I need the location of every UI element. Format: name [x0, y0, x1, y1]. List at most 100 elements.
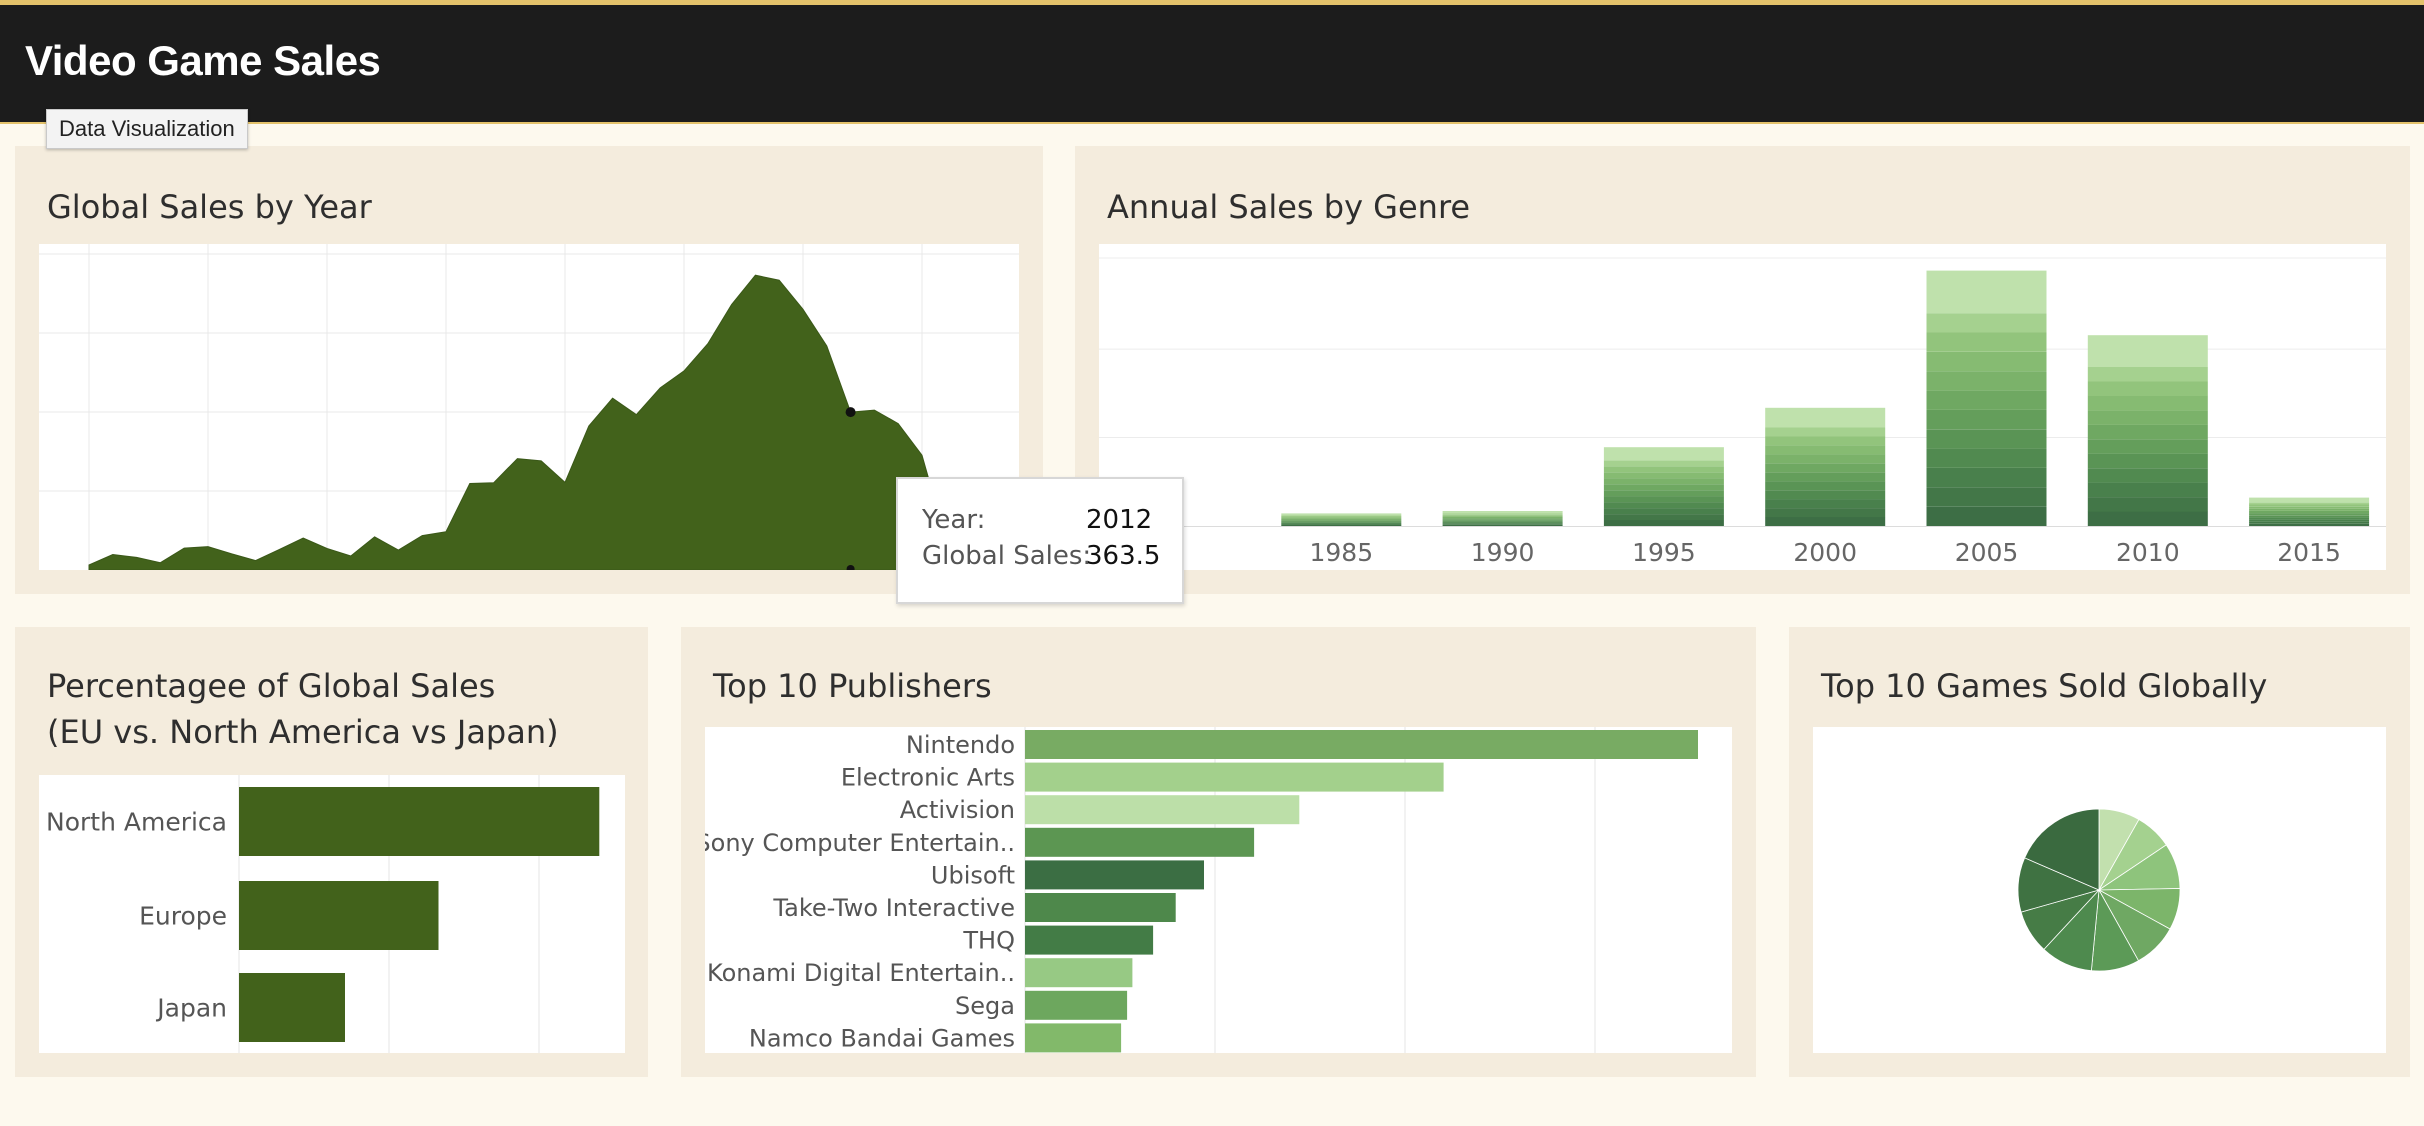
genre-bar-segment[interactable]	[1603, 460, 1724, 467]
publisher-bar[interactable]	[1025, 925, 1154, 955]
genre-bar-segment[interactable]	[1281, 518, 1402, 520]
genre-bar-segment[interactable]	[1281, 516, 1402, 518]
genre-bar-segment[interactable]	[1281, 519, 1402, 521]
genre-bar-segment[interactable]	[1926, 332, 2047, 352]
genre-bar-segment[interactable]	[1603, 466, 1724, 473]
publisher-bar[interactable]	[1025, 893, 1176, 922]
genre-bar-segment[interactable]	[1926, 448, 2047, 468]
genre-bar-segment[interactable]	[1926, 270, 2047, 314]
genre-bar-segment[interactable]	[1281, 525, 1402, 526]
genre-bar-segment[interactable]	[1926, 371, 2047, 391]
games-plot-area[interactable]	[1813, 727, 2386, 1053]
genre-bar-segment[interactable]	[1281, 524, 1402, 526]
publishers-bar-chart[interactable]: Nintendo Electronic Arts Activision Sony Co…	[695, 727, 1732, 1053]
genre-bar-segment[interactable]	[1281, 521, 1402, 523]
publisher-bar[interactable]	[1025, 827, 1255, 857]
genre-bar-segment[interactable]	[2087, 410, 2208, 425]
genre-bar-segment[interactable]	[1926, 390, 2047, 410]
genre-bar-segment[interactable]	[1603, 447, 1724, 461]
genre-bar-segment[interactable]	[2249, 506, 2370, 509]
genre-bar-segment[interactable]	[2249, 519, 2370, 522]
genre-bar-segment[interactable]	[1281, 513, 1402, 516]
genre-bar-segment[interactable]	[1603, 508, 1724, 515]
genre-bar-segment[interactable]	[2087, 497, 2208, 512]
genre-bar-segment[interactable]	[1281, 517, 1402, 519]
genre-bar-segment[interactable]	[1765, 463, 1886, 473]
year-plot-area[interactable]	[39, 244, 1019, 573]
genre-bar-segment[interactable]	[1765, 445, 1886, 455]
region-bar[interactable]	[239, 973, 345, 1042]
genre-bar-segment[interactable]	[2249, 515, 2370, 518]
genre-bar-segment[interactable]	[1442, 513, 1563, 515]
global-sales-area[interactable]	[88, 274, 947, 571]
genre-bar-segment[interactable]	[2087, 453, 2208, 469]
genre-bar-segment[interactable]	[2087, 468, 2208, 483]
genre-bar-segment[interactable]	[1603, 520, 1724, 526]
genre-bar-segment[interactable]	[2249, 511, 2370, 514]
genre-bar-segment[interactable]	[1442, 521, 1563, 523]
genre-bar-segment[interactable]	[1926, 429, 2047, 449]
genre-bar-segment[interactable]	[1926, 468, 2047, 488]
genre-bar-segment[interactable]	[1603, 514, 1724, 521]
genre-bar-segment[interactable]	[2249, 521, 2370, 524]
region-bar-chart[interactable]: North America Europe Japan	[39, 775, 625, 1053]
publisher-bar[interactable]	[1025, 795, 1300, 825]
genre-bar-segment[interactable]	[1765, 407, 1886, 428]
genre-bar-segment[interactable]	[1765, 436, 1886, 446]
genre-bar-segment[interactable]	[1442, 515, 1563, 517]
genre-bar-segment[interactable]	[1442, 514, 1563, 516]
publisher-bar[interactable]	[1025, 958, 1133, 988]
genre-bar-segment[interactable]	[1442, 522, 1563, 524]
region-plot-area[interactable]: North America Europe Japan	[39, 775, 625, 1053]
genre-bar-segment[interactable]	[2249, 497, 2370, 503]
genre-bar-segment[interactable]	[1281, 515, 1402, 517]
genre-bar-segment[interactable]	[2249, 513, 2370, 516]
genre-bar-segment[interactable]	[2087, 381, 2208, 397]
genre-bar-segment[interactable]	[2087, 424, 2208, 440]
genre-bar-segment[interactable]	[1442, 518, 1563, 520]
genre-bar-segment[interactable]	[1765, 508, 1886, 518]
genre-bar-segment[interactable]	[1603, 490, 1724, 497]
publisher-bar[interactable]	[1025, 860, 1204, 890]
genre-bar-segment[interactable]	[1442, 519, 1563, 521]
publisher-bar[interactable]	[1025, 762, 1444, 792]
genre-bar-segment[interactable]	[2087, 395, 2208, 411]
data-visualization-tag[interactable]: Data Visualization	[46, 109, 248, 149]
games-pie-chart[interactable]	[1813, 727, 2386, 1053]
genre-bar-segment[interactable]	[1765, 454, 1886, 464]
genre-bar-segment[interactable]	[1603, 478, 1724, 485]
genre-bar-segment[interactable]	[1603, 496, 1724, 503]
genre-bar-segment[interactable]	[1281, 523, 1402, 525]
genre-bar-segment[interactable]	[2087, 367, 2208, 382]
genre-bar-segment[interactable]	[1765, 499, 1886, 509]
genre-bar-segment[interactable]	[1442, 520, 1563, 522]
genre-bar-segment[interactable]	[1926, 506, 2047, 526]
genre-bar-segment[interactable]	[1926, 351, 2047, 372]
genre-bar-segment[interactable]	[1442, 523, 1563, 525]
publisher-bar[interactable]	[1025, 990, 1128, 1020]
genre-bar-segment[interactable]	[1926, 313, 2047, 333]
genre-bar-segment[interactable]	[2249, 517, 2370, 520]
genre-bar-segment[interactable]	[1603, 502, 1724, 509]
genre-bar-segment[interactable]	[2249, 523, 2370, 526]
genre-bar-segment[interactable]	[1442, 511, 1563, 514]
genre-bar-segment[interactable]	[2249, 502, 2370, 505]
genre-plot-area[interactable]: 801985199019952000200520102015	[1060, 244, 2386, 570]
genre-bar-segment[interactable]	[1765, 490, 1886, 500]
genre-bar-segment[interactable]	[2087, 335, 2208, 367]
genre-bar-segment[interactable]	[1765, 481, 1886, 491]
genre-bar-segment[interactable]	[1765, 472, 1886, 482]
global-sales-area-chart[interactable]	[39, 244, 1019, 573]
genre-bar-segment[interactable]	[2249, 508, 2370, 511]
genre-bar-segment[interactable]	[2249, 504, 2370, 507]
publisher-bar[interactable]	[1025, 730, 1698, 759]
genre-bar-segment[interactable]	[1442, 524, 1563, 526]
region-bar[interactable]	[239, 787, 600, 856]
publishers-plot-area[interactable]: Nintendo Electronic Arts Activision Sony Co…	[695, 727, 1732, 1053]
region-bar[interactable]	[239, 881, 439, 950]
genre-bar-segment[interactable]	[2087, 439, 2208, 454]
pie-slice[interactable]	[2024, 808, 2100, 891]
genre-bar-segment[interactable]	[1281, 520, 1402, 522]
genre-stacked-bar-chart[interactable]: 801985199019952000200520102015	[1060, 244, 2386, 570]
genre-bar-segment[interactable]	[2087, 511, 2208, 527]
